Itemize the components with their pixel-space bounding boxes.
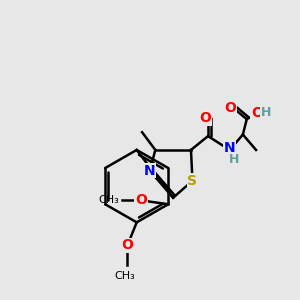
Text: CH₃: CH₃: [99, 195, 119, 206]
Text: H: H: [228, 153, 239, 166]
Text: N: N: [224, 141, 236, 155]
Text: O: O: [200, 111, 212, 125]
Text: O: O: [135, 194, 147, 207]
Text: CH₃: CH₃: [115, 271, 136, 281]
Text: S: S: [188, 174, 197, 188]
Text: O: O: [251, 106, 263, 120]
Text: N: N: [144, 164, 156, 178]
Text: H: H: [261, 106, 271, 119]
Text: O: O: [122, 238, 133, 252]
Text: O: O: [224, 100, 236, 115]
